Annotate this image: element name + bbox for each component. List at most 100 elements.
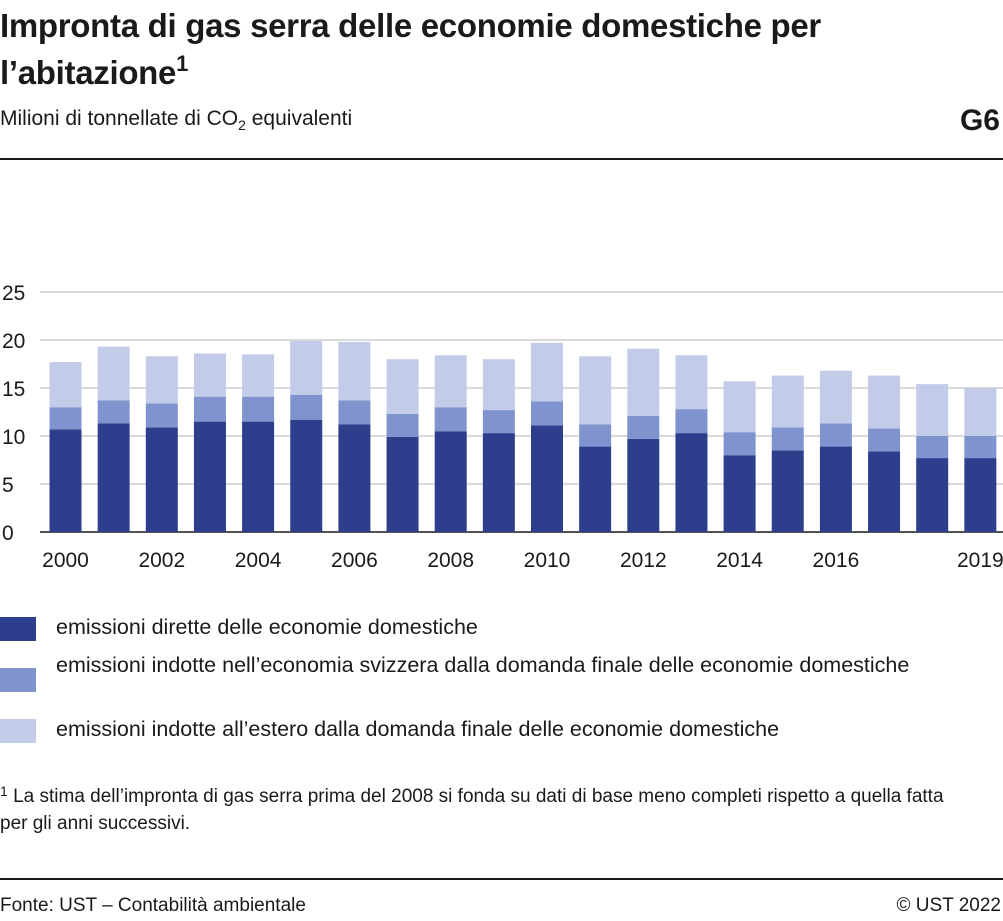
copyright-note: © UST 2022 <box>896 895 1001 916</box>
bar-2013-abroad-induced <box>675 355 708 410</box>
grid-lines <box>40 291 1003 533</box>
subtitle-unit: equivalenti <box>245 107 353 130</box>
bar-2004-swiss-induced <box>242 396 275 422</box>
chart-title-text: Impronta di gas serra delle economie dom… <box>0 7 821 91</box>
bar-2016-swiss-induced <box>819 423 852 447</box>
bar-2004-abroad-induced <box>242 354 275 397</box>
header-divider <box>0 158 1003 160</box>
bar-2002-direct <box>145 427 178 532</box>
bar-2002-swiss-induced <box>145 403 178 428</box>
bar-2002-abroad-induced <box>145 356 178 404</box>
y-axis-tick-labels: 0 5 10 15 20 25 <box>2 282 25 545</box>
bar-2003-swiss-induced <box>193 396 226 422</box>
bar-2017-direct <box>868 451 901 532</box>
x-tick-label-2019: 2019 <box>957 549 1003 572</box>
y-tick-label-25: 25 <box>2 282 25 305</box>
legend-item-direct: emissioni dirette delle economie domesti… <box>0 612 916 642</box>
legend-item-abroad-induced: emissioni indotte all’estero dalla doman… <box>0 714 916 744</box>
title-footnote-marker: 1 <box>176 51 189 76</box>
bar-2001-abroad-induced <box>97 346 130 401</box>
bar-2010-abroad-induced <box>531 342 563 402</box>
bar-2007-direct <box>386 436 419 532</box>
bar-2009-direct <box>482 433 515 532</box>
bar-2009-abroad-induced <box>482 359 515 411</box>
subtitle-subscript: 2 <box>238 117 246 133</box>
bar-2015-swiss-induced <box>771 427 804 451</box>
bar-2003-direct <box>193 421 226 532</box>
bars <box>49 340 997 532</box>
bar-2006-direct <box>338 424 371 532</box>
bar-2005-direct <box>290 419 323 532</box>
x-tick-label-2000: 2000 <box>42 549 89 572</box>
y-tick-label-0: 0 <box>2 522 14 545</box>
legend-swatch-direct <box>0 617 36 641</box>
footnote-text: La stima dell’impronta di gas serra prim… <box>0 786 944 834</box>
bar-2010-swiss-induced <box>531 401 563 426</box>
x-tick-label-2014: 2014 <box>716 549 763 572</box>
chart-subtitle: Milioni di tonnellate di CO2 equivalenti <box>0 106 352 138</box>
bar-2008-swiss-induced <box>434 407 467 432</box>
bar-2005-abroad-induced <box>290 340 323 395</box>
x-tick-label-2008: 2008 <box>427 549 474 572</box>
bar-2015-abroad-induced <box>771 375 804 428</box>
chart-code: G6 <box>959 104 1000 137</box>
bar-2007-swiss-induced <box>386 413 419 437</box>
legend-label-abroad-induced: emissioni indotte all’estero dalla doman… <box>56 717 780 741</box>
bar-2016-direct <box>819 446 852 532</box>
footnote-marker: 1 <box>0 783 8 799</box>
bar-2012-abroad-induced <box>627 348 660 416</box>
bar-2014-abroad-induced <box>723 381 756 433</box>
bar-2006-swiss-induced <box>338 400 371 425</box>
bar-2009-swiss-induced <box>482 410 515 434</box>
legend-label-direct: emissioni dirette delle economie domesti… <box>56 615 478 639</box>
bar-2012-direct <box>627 438 660 532</box>
bar-2011-direct <box>579 446 612 532</box>
bar-2007-abroad-induced <box>386 359 419 414</box>
x-tick-label-2002: 2002 <box>138 549 185 572</box>
bar-2013-swiss-induced <box>675 409 708 434</box>
y-tick-label-15: 15 <box>2 378 25 401</box>
bar-2012-swiss-induced <box>627 415 660 439</box>
bar-2014-swiss-induced <box>723 432 756 456</box>
x-tick-label-2012: 2012 <box>620 549 667 572</box>
bar-2011-abroad-induced <box>579 356 612 425</box>
bar-2015-direct <box>771 450 804 532</box>
y-tick-label-10: 10 <box>2 426 25 449</box>
chart-title: Impronta di gas serra delle economie dom… <box>0 2 900 96</box>
legend-swatch-swiss-induced <box>0 668 36 692</box>
legend-item-swiss-induced: emissioni indotte nell’economia svizzera… <box>0 650 916 692</box>
bar-2019-swiss-induced <box>964 436 997 459</box>
bar-2019-direct <box>964 458 997 532</box>
bar-2000-swiss-induced <box>49 407 82 430</box>
bar-2008-direct <box>434 431 467 532</box>
bar-2017-swiss-induced <box>868 428 901 452</box>
legend-label-swiss-induced: emissioni indotte nell’economia svizzera… <box>56 653 910 677</box>
x-tick-label-2016: 2016 <box>813 549 860 572</box>
bar-2014-direct <box>723 455 756 532</box>
bar-2017-abroad-induced <box>868 375 901 429</box>
bar-2005-swiss-induced <box>290 394 323 420</box>
bar-2013-direct <box>675 433 708 532</box>
bar-2006-abroad-induced <box>338 341 371 401</box>
bar-2011-swiss-induced <box>579 424 612 447</box>
x-axis-tick-labels: 2000 2002 2004 2006 2008 2010 2012 2014 2016 2019 <box>42 549 1003 572</box>
source-note: Fonte: UST – Contabilità ambientale <box>0 895 306 916</box>
x-tick-label-2010: 2010 <box>524 549 571 572</box>
bar-2016-abroad-induced <box>819 370 852 424</box>
bar-2003-abroad-induced <box>193 353 226 397</box>
x-tick-label-2006: 2006 <box>331 549 378 572</box>
legend-swatch-abroad-induced <box>0 719 36 743</box>
bar-2010-direct <box>531 425 563 532</box>
y-tick-label-20: 20 <box>2 330 25 353</box>
bar-2018-abroad-induced <box>916 384 949 436</box>
bar-2019-abroad-induced <box>964 388 997 436</box>
x-tick-label-2004: 2004 <box>235 549 282 572</box>
bar-2000-abroad-induced <box>49 362 82 408</box>
bar-2018-swiss-induced <box>916 436 949 459</box>
footer-divider <box>0 878 1003 880</box>
bar-2008-abroad-induced <box>434 355 467 408</box>
bar-2001-direct <box>97 423 130 532</box>
y-tick-label-5: 5 <box>2 474 14 497</box>
subtitle-text: Milioni di tonnellate di CO <box>0 107 239 130</box>
